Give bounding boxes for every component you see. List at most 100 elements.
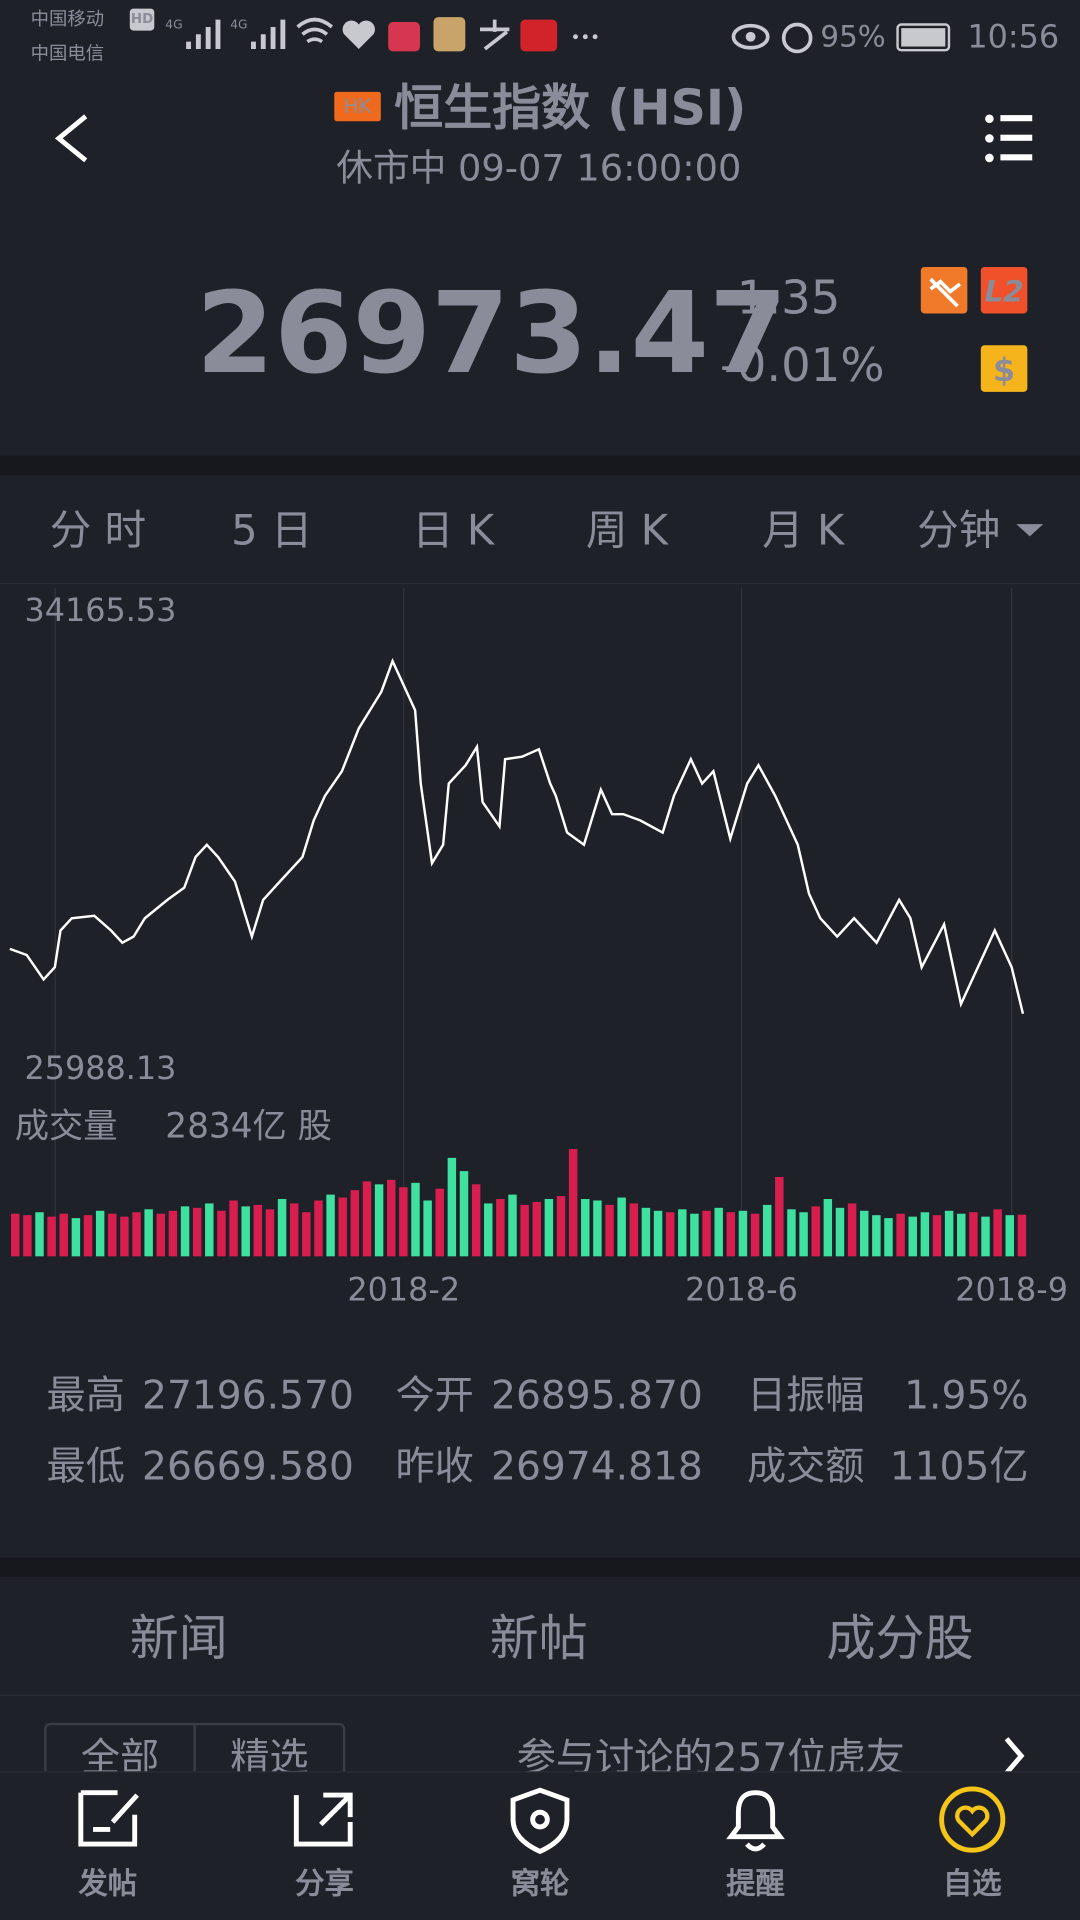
l2-label: L2 [984,274,1023,308]
stat-value: 26669.580 [142,1444,354,1489]
volume-bar [229,1200,238,1257]
volume-bar [653,1210,663,1257]
volume-bar [508,1194,517,1257]
volume-bar [471,1184,481,1257]
market: HK [344,95,373,118]
signal-badge-icon [929,277,962,308]
nav-item[interactable]: 自选 [943,1866,1002,1900]
volume-bar [944,1210,954,1257]
health-icon [342,20,375,49]
volume-bar [799,1212,808,1257]
volume-bar [532,1201,541,1257]
volume-bar [374,1184,384,1257]
period-tab[interactable]: 分 时 [50,506,146,555]
alarm-icon [781,22,813,54]
volume-bar [860,1210,869,1257]
stat-value: 1105亿 [890,1444,1029,1489]
volume-bar [71,1218,81,1257]
network: 4G [165,17,182,31]
back-button[interactable] [54,114,88,163]
x-tick-label: 2018-6 [685,1270,798,1308]
volume-bar [120,1216,129,1257]
volume-bar [35,1212,44,1257]
change: -1.35 [720,271,840,325]
nav-item[interactable]: 分享 [295,1866,354,1900]
volume-bar [447,1157,457,1257]
volume-bar [605,1204,614,1257]
l2-badge[interactable] [980,266,1028,314]
x-tick-label: 2018-2 [347,1270,460,1308]
period-tab[interactable]: 日 K [412,506,496,555]
nav-item[interactable]: 提醒 [726,1866,785,1900]
volume-bar [59,1213,68,1257]
share-icon [293,1792,353,1847]
volume-bar [108,1213,117,1257]
volume-bar [95,1210,105,1257]
stat-value: 26974.818 [491,1444,703,1489]
divider [0,582,1080,585]
volume-bar [362,1181,372,1257]
stat-label: 成交额 [747,1444,865,1489]
volume-bar [11,1213,20,1257]
battery-icon [896,23,951,52]
volume-bar [459,1171,469,1257]
volume-bar [520,1204,529,1257]
carrier: 中国移动 [31,9,104,30]
volume-bar [714,1207,723,1257]
volume-bar [847,1203,857,1257]
nav-item[interactable]: 发帖 [78,1866,137,1900]
hd: HD [131,12,153,27]
carrier: 中国电信 [31,43,104,64]
period-tab[interactable]: 周 K [586,506,670,555]
period-tab[interactable]: 月 K [762,506,846,555]
alert-icon [726,1790,785,1852]
volume-bar [568,1149,578,1257]
divider [0,455,1080,476]
volume-bar [993,1209,1002,1257]
content-tab[interactable]: 新闻 [130,1610,228,1667]
period-tab[interactable]: 分钟 [917,506,1000,555]
volume-bar [399,1187,408,1257]
volume-bar [496,1199,505,1257]
network: 4G [230,17,247,31]
stat-label: 最高 [47,1373,125,1418]
post-icon [78,1790,139,1847]
volume-bar [981,1216,990,1257]
volume-bar [787,1209,796,1257]
menu-button[interactable] [985,114,1033,163]
volume-bar [192,1207,202,1257]
stat-value: 1.95% [904,1373,1028,1418]
content-tab[interactable]: 新帖 [490,1610,588,1667]
volume-label: 成交量 [15,1107,118,1147]
more-dot [582,34,588,40]
volume-bar [581,1199,590,1257]
content-tab[interactable]: 成分股 [827,1610,974,1667]
battery-percent: 95% [820,20,885,54]
market-status: 休市中 09-07 16:00:00 [336,146,741,189]
volume-bar [144,1209,153,1257]
period-tab[interactable]: 5 日 [231,506,312,555]
price-line [9,657,1025,1015]
more-dot [592,34,598,40]
volume-bar [411,1182,420,1257]
signal-icon [186,19,221,49]
nav-item[interactable]: 窝轮 [511,1866,570,1900]
volume-bar [484,1203,493,1257]
market-badge [334,91,381,122]
volume-bar [338,1197,347,1257]
divider [0,1694,1080,1696]
volume-bar [665,1212,675,1257]
volume-bar [884,1218,893,1257]
volume-bar [775,1176,784,1257]
volume-bar [690,1213,699,1257]
x-tick-label: 2018-9 [955,1270,1068,1308]
volume-bar [435,1188,444,1257]
divider [0,1557,1080,1578]
volume-bar [641,1207,651,1257]
stat-label: 最低 [47,1444,125,1489]
hd-badge [129,8,155,31]
dollar-badge[interactable] [980,345,1028,392]
volume-bar [750,1213,760,1257]
eye-icon [731,23,770,50]
